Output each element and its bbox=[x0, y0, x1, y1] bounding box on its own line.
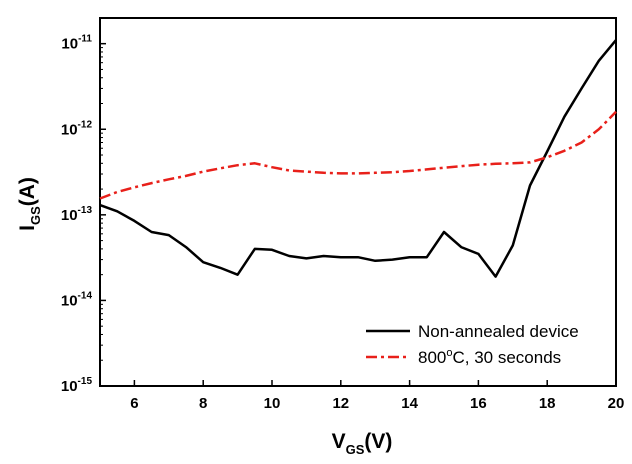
ticks-layer: 6 8 10 12 14 16 18 20 10-15 10-14 10-13 10-12 10-11 bbox=[61, 34, 624, 412]
y-tick-label: 10-14 bbox=[61, 290, 93, 309]
plot-frame bbox=[99, 17, 617, 387]
legend-label-non-annealed: Non-annealed device bbox=[418, 322, 579, 341]
series-line-800c bbox=[99, 110, 617, 200]
y-tick-label: 10-11 bbox=[61, 34, 92, 53]
x-tick-label: 8 bbox=[199, 395, 207, 412]
series-layer bbox=[99, 39, 617, 278]
x-tick-label: 16 bbox=[470, 395, 487, 412]
y-tick-label: 10-13 bbox=[61, 205, 93, 224]
legend: Non-annealed device 800oC, 30 seconds bbox=[366, 322, 579, 367]
y-tick-label: 10-15 bbox=[61, 376, 93, 395]
legend-label-800c: 800oC, 30 seconds bbox=[418, 347, 561, 367]
x-tick-label: 20 bbox=[608, 395, 625, 412]
x-tick-label: 14 bbox=[401, 395, 418, 412]
x-tick-label: 18 bbox=[539, 395, 556, 412]
y-axis-title: IGS(A) bbox=[16, 177, 43, 231]
x-tick-label: 12 bbox=[332, 395, 349, 412]
x-tick-label: 10 bbox=[264, 395, 281, 412]
y-tick-label: 10-12 bbox=[61, 119, 93, 138]
x-axis-title: VGS(V) bbox=[332, 430, 393, 457]
series-line-non-annealed bbox=[99, 39, 617, 278]
x-tick-label: 6 bbox=[130, 395, 138, 412]
